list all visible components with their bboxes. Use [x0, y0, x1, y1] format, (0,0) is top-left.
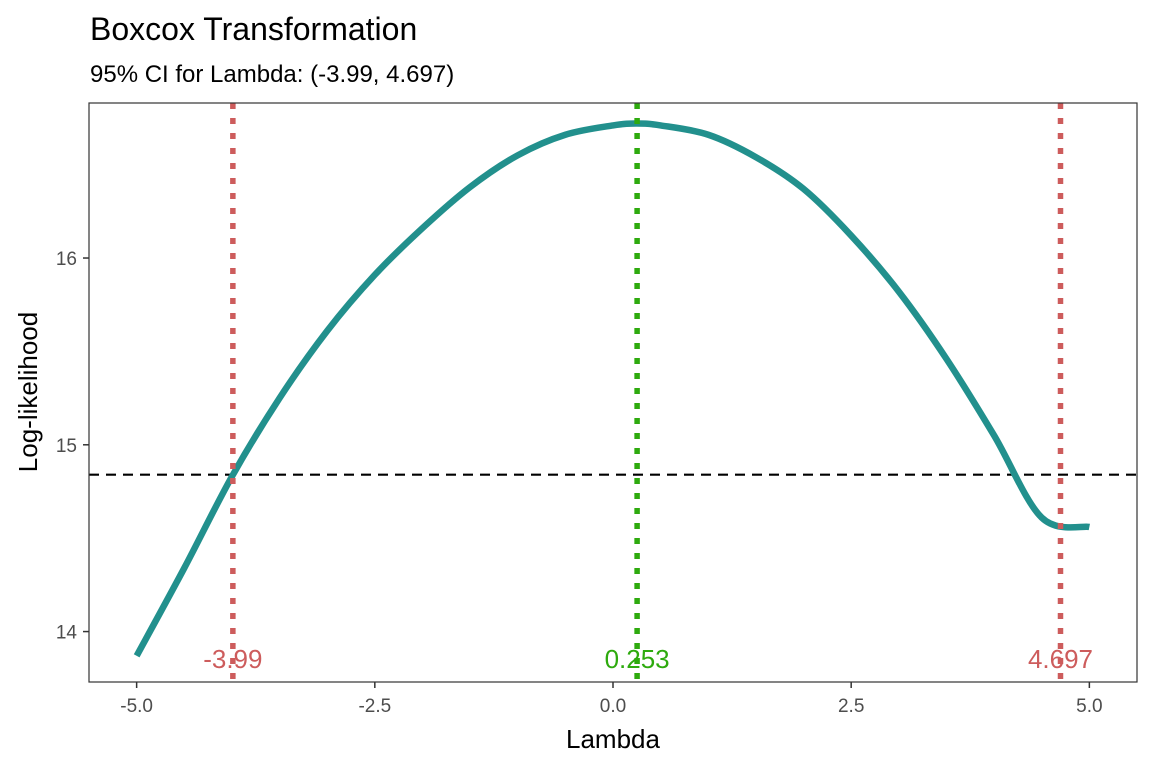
- y-tick-label: 14: [56, 623, 78, 644]
- panel-border: [88, 102, 1138, 683]
- plot-area: -3.99 0.253 4.697: [89, 103, 1137, 682]
- x-axis: -5.0 -2.5 0.0 2.5 5.0: [120, 682, 1103, 717]
- lambda-label: 0.253: [605, 644, 670, 674]
- ci-label: 4.697: [1028, 644, 1093, 674]
- x-tick-label: 0.0: [600, 696, 626, 717]
- y-tick-label: 15: [56, 436, 77, 457]
- y-axis-title: Log-likelihood: [13, 312, 43, 472]
- x-tick-label: 5.0: [1076, 696, 1102, 717]
- ci-label: -3.99: [203, 644, 262, 674]
- y-axis: 14 15 16: [56, 249, 89, 644]
- chart-title: Boxcox Transformation: [90, 11, 417, 47]
- x-tick-label: -2.5: [358, 696, 391, 717]
- x-axis-title: Lambda: [566, 724, 660, 754]
- y-tick-label: 16: [56, 249, 77, 270]
- log-likelihood-curve: [133, 120, 1090, 658]
- x-tick-label: 2.5: [838, 696, 864, 717]
- chart-subtitle: 95% CI for Lambda: (-3.99, 4.697): [90, 61, 454, 88]
- x-tick-label: -5.0: [120, 696, 153, 717]
